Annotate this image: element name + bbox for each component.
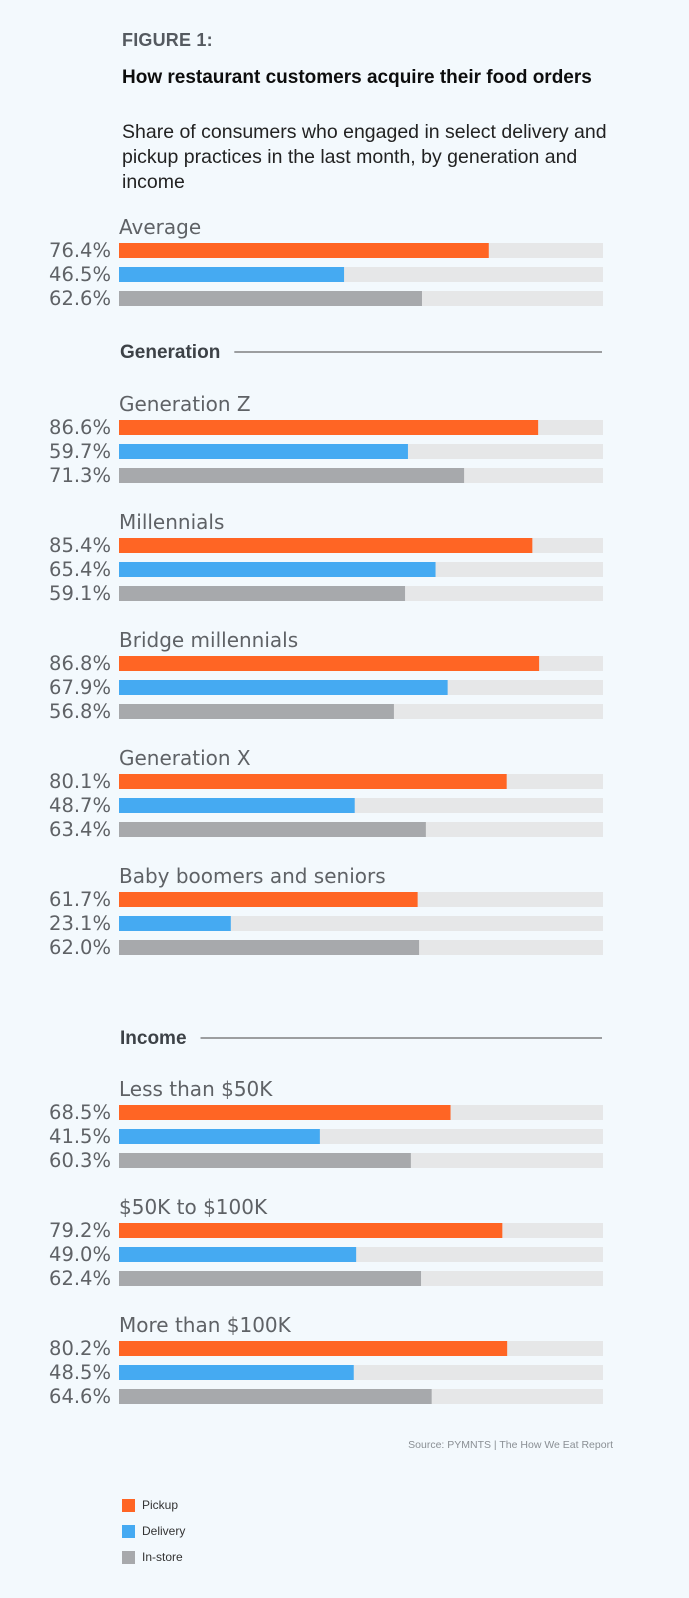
value-label-baby-boomers-and-seniors-delivery: 23.1% bbox=[49, 912, 111, 935]
bar-more-than-100k-pickup bbox=[119, 1341, 508, 1356]
bar-generation-z-instore bbox=[119, 468, 465, 483]
value-label-less-than-50k-instore: 60.3% bbox=[49, 1149, 111, 1172]
group-label-bridge-millennials: Bridge millennials bbox=[119, 628, 298, 652]
value-label-generation-x-delivery: 48.7% bbox=[49, 794, 111, 817]
figure-label: FIGURE 1: bbox=[122, 30, 213, 50]
group-label-50k-to-100k: $50K to $100K bbox=[119, 1195, 268, 1219]
bar-millennials-instore bbox=[119, 586, 406, 601]
group-label-generation-z: Generation Z bbox=[119, 392, 251, 416]
bar-bridge-millennials-pickup bbox=[119, 656, 540, 671]
bar-track-baby-boomers-and-seniors-delivery bbox=[119, 916, 603, 931]
bar-50k-to-100k-pickup bbox=[119, 1223, 503, 1238]
value-label-average-pickup: 76.4% bbox=[49, 239, 111, 262]
value-label-bridge-millennials-instore: 56.8% bbox=[49, 700, 111, 723]
bar-generation-x-instore bbox=[119, 822, 426, 837]
chart-title: How restaurant customers acquire their f… bbox=[122, 67, 592, 88]
value-label-generation-z-instore: 71.3% bbox=[49, 464, 111, 487]
bar-bridge-millennials-instore bbox=[119, 704, 394, 719]
group-label-generation-x: Generation X bbox=[119, 746, 251, 770]
value-label-generation-z-delivery: 59.7% bbox=[49, 440, 111, 463]
bar-50k-to-100k-instore bbox=[119, 1271, 422, 1286]
legend-item-delivery: Delivery bbox=[122, 1518, 185, 1544]
bar-bridge-millennials-delivery bbox=[119, 680, 448, 695]
bar-more-than-100k-delivery bbox=[119, 1365, 354, 1380]
value-label-millennials-instore: 59.1% bbox=[49, 582, 111, 605]
value-label-bridge-millennials-delivery: 67.9% bbox=[49, 676, 111, 699]
legend: Pickup Delivery In-store bbox=[122, 1492, 185, 1570]
value-label-average-instore: 62.6% bbox=[49, 287, 111, 310]
section-title-generation: Generation bbox=[120, 342, 220, 363]
bar-less-than-50k-pickup bbox=[119, 1105, 451, 1120]
bar-less-than-50k-instore bbox=[119, 1153, 411, 1168]
value-label-more-than-100k-pickup: 80.2% bbox=[49, 1337, 111, 1360]
group-label-millennials: Millennials bbox=[119, 510, 224, 534]
legend-label-delivery: Delivery bbox=[142, 1524, 186, 1538]
bar-less-than-50k-delivery bbox=[119, 1129, 320, 1144]
bar-generation-z-delivery bbox=[119, 444, 408, 459]
value-label-baby-boomers-and-seniors-instore: 62.0% bbox=[49, 936, 111, 959]
group-label-baby-boomers-and-seniors: Baby boomers and seniors bbox=[119, 864, 386, 888]
bar-generation-z-pickup bbox=[119, 420, 539, 435]
group-label-more-than-100k: More than $100K bbox=[119, 1313, 292, 1337]
bar-average-instore bbox=[119, 291, 422, 306]
bar-average-delivery bbox=[119, 267, 345, 282]
bar-millennials-delivery bbox=[119, 562, 436, 577]
bar-average-pickup bbox=[119, 243, 489, 258]
bar-baby-boomers-and-seniors-delivery bbox=[119, 916, 231, 931]
bar-generation-x-pickup bbox=[119, 774, 507, 789]
value-label-more-than-100k-instore: 64.6% bbox=[49, 1385, 111, 1408]
chart-subtitle: Share of consumers who engaged in select… bbox=[122, 121, 607, 193]
value-label-50k-to-100k-instore: 62.4% bbox=[49, 1267, 111, 1290]
legend-swatch-pickup bbox=[122, 1498, 135, 1512]
value-label-50k-to-100k-pickup: 79.2% bbox=[49, 1219, 111, 1242]
legend-swatch-instore bbox=[122, 1550, 135, 1564]
value-label-bridge-millennials-pickup: 86.8% bbox=[49, 652, 111, 675]
legend-label-instore: In-store bbox=[142, 1550, 183, 1564]
value-label-millennials-delivery: 65.4% bbox=[49, 558, 111, 581]
bar-millennials-pickup bbox=[119, 538, 533, 553]
source-note: Source: PYMNTS | The How We Eat Report bbox=[408, 1439, 613, 1451]
legend-item-instore: In-store bbox=[122, 1544, 185, 1570]
bar-baby-boomers-and-seniors-instore bbox=[119, 940, 420, 955]
value-label-less-than-50k-pickup: 68.5% bbox=[49, 1101, 111, 1124]
legend-label-pickup: Pickup bbox=[142, 1498, 179, 1512]
value-label-less-than-50k-delivery: 41.5% bbox=[49, 1125, 111, 1148]
bar-more-than-100k-instore bbox=[119, 1389, 432, 1404]
bar-baby-boomers-and-seniors-pickup bbox=[119, 892, 418, 907]
value-label-average-delivery: 46.5% bbox=[49, 263, 111, 286]
value-label-50k-to-100k-delivery: 49.0% bbox=[49, 1243, 111, 1266]
legend-item-pickup: Pickup bbox=[122, 1492, 185, 1518]
value-label-millennials-pickup: 85.4% bbox=[49, 534, 111, 557]
section-title-income: Income bbox=[120, 1028, 187, 1049]
group-label-average: Average bbox=[119, 215, 201, 239]
legend-swatch-delivery bbox=[122, 1524, 135, 1538]
value-label-generation-z-pickup: 86.6% bbox=[49, 416, 111, 439]
value-label-baby-boomers-and-seniors-pickup: 61.7% bbox=[49, 888, 111, 911]
bar-generation-x-delivery bbox=[119, 798, 355, 813]
value-label-generation-x-pickup: 80.1% bbox=[49, 770, 111, 793]
group-label-less-than-50k: Less than $50K bbox=[119, 1077, 273, 1101]
value-label-more-than-100k-delivery: 48.5% bbox=[49, 1361, 111, 1384]
value-label-generation-x-instore: 63.4% bbox=[49, 818, 111, 841]
bar-50k-to-100k-delivery bbox=[119, 1247, 357, 1262]
